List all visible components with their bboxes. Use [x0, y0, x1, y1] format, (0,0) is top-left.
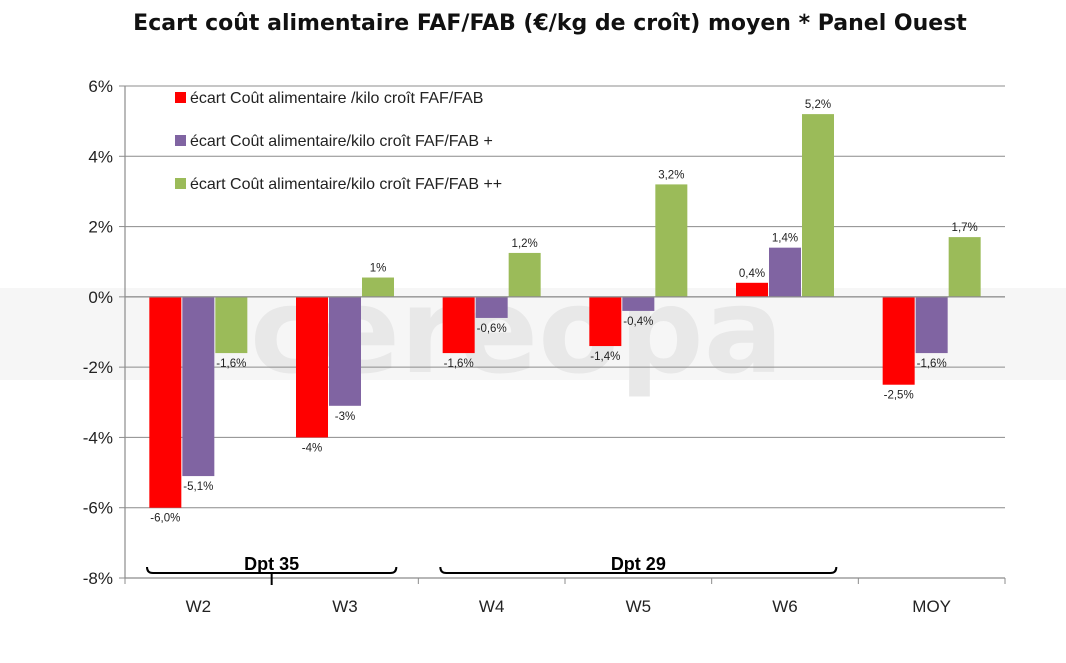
category-label: W3	[332, 597, 358, 616]
category-label: W4	[479, 597, 505, 616]
bar-W5-s2	[622, 296, 655, 311]
data-label: -0,6%	[477, 323, 507, 335]
legend-label: écart Coût alimentaire/kilo croît FAF/FA…	[190, 176, 502, 193]
bar-W4-s1	[442, 296, 475, 354]
legend-swatch	[175, 135, 186, 146]
bar-W5-s1	[589, 296, 622, 347]
group-brackets: Dpt 35 Dpt 29	[146, 554, 838, 585]
bar-MOY-s1	[882, 296, 915, 385]
chart-title: Ecart coût alimentaire FAF/FAB (€/kg de …	[133, 11, 967, 36]
data-label: -3%	[335, 411, 355, 423]
bar-W3-s3	[362, 277, 394, 297]
data-label: 1,2%	[512, 238, 538, 250]
data-label: 0,4%	[739, 268, 765, 280]
bar-W6-s2	[769, 247, 801, 297]
bar-W3-s2	[329, 296, 361, 406]
category-label: W6	[772, 597, 798, 616]
legend-label: écart Coût alimentaire /kilo croît FAF/F…	[190, 90, 483, 107]
data-label: -0,4%	[623, 316, 653, 328]
data-label: -5,1%	[183, 481, 213, 493]
group-label: Dpt 35	[244, 554, 299, 574]
data-label: -2,5%	[884, 390, 914, 402]
bar-MOY-s2	[915, 296, 948, 354]
bar-W6-s1	[736, 282, 768, 297]
legend-label: écart Coût alimentaire/kilo croît FAF/FA…	[190, 133, 493, 150]
data-label: 3,2%	[658, 169, 684, 181]
legend-swatch	[175, 178, 186, 189]
y-tick-label: -2%	[83, 358, 113, 377]
bar-MOY-s3	[948, 237, 981, 297]
bar-W6-s3	[802, 114, 834, 297]
data-label: -6,0%	[150, 513, 180, 525]
data-labels: -6,0% -5,1% -1,6% -4% -3% 1% -1,6% -0,6% 1,2% -1,…	[150, 99, 977, 525]
y-axis-ticks: 6% 4% 2% 0% -2% -4% -6% -8%	[83, 77, 113, 588]
axes	[124, 86, 1006, 584]
y-tick-label: 0%	[88, 288, 113, 307]
bar-W2-s1	[149, 296, 182, 508]
data-label: -1,6%	[216, 358, 246, 370]
y-tick-label: -4%	[83, 428, 113, 447]
category-label: W5	[626, 597, 652, 616]
group-label: Dpt 29	[611, 554, 666, 574]
group-bracket	[439, 566, 838, 574]
bar-W4-s3	[508, 252, 541, 297]
bar-W5-s3	[655, 184, 688, 297]
data-label: -1,4%	[590, 351, 620, 363]
data-label: 1,7%	[952, 222, 978, 234]
category-label: W2	[186, 597, 212, 616]
y-tick-label: -8%	[83, 569, 113, 588]
data-label: 5,2%	[805, 99, 831, 111]
data-label: -1,6%	[444, 358, 474, 370]
legend-swatch	[175, 92, 186, 103]
data-label: -4%	[302, 442, 322, 454]
data-label: 1,4%	[772, 233, 798, 245]
x-axis-categories: W2 W3 W4 W5 W6 MOY	[186, 597, 951, 616]
y-tick-label: 4%	[88, 147, 113, 166]
y-tick-label: -6%	[83, 499, 113, 518]
legend: écart Coût alimentaire /kilo croît FAF/F…	[175, 90, 502, 193]
y-tick-label: 2%	[88, 218, 113, 237]
data-label: -1,6%	[917, 358, 947, 370]
bar-W3-s1	[296, 296, 328, 438]
category-label: MOY	[912, 597, 951, 616]
bar-W2-s3	[215, 296, 248, 354]
bar-W2-s2	[182, 296, 215, 477]
data-label: 1%	[370, 263, 387, 275]
bars	[149, 114, 981, 508]
bar-W4-s2	[475, 296, 508, 318]
y-tick-label: 6%	[88, 77, 113, 96]
